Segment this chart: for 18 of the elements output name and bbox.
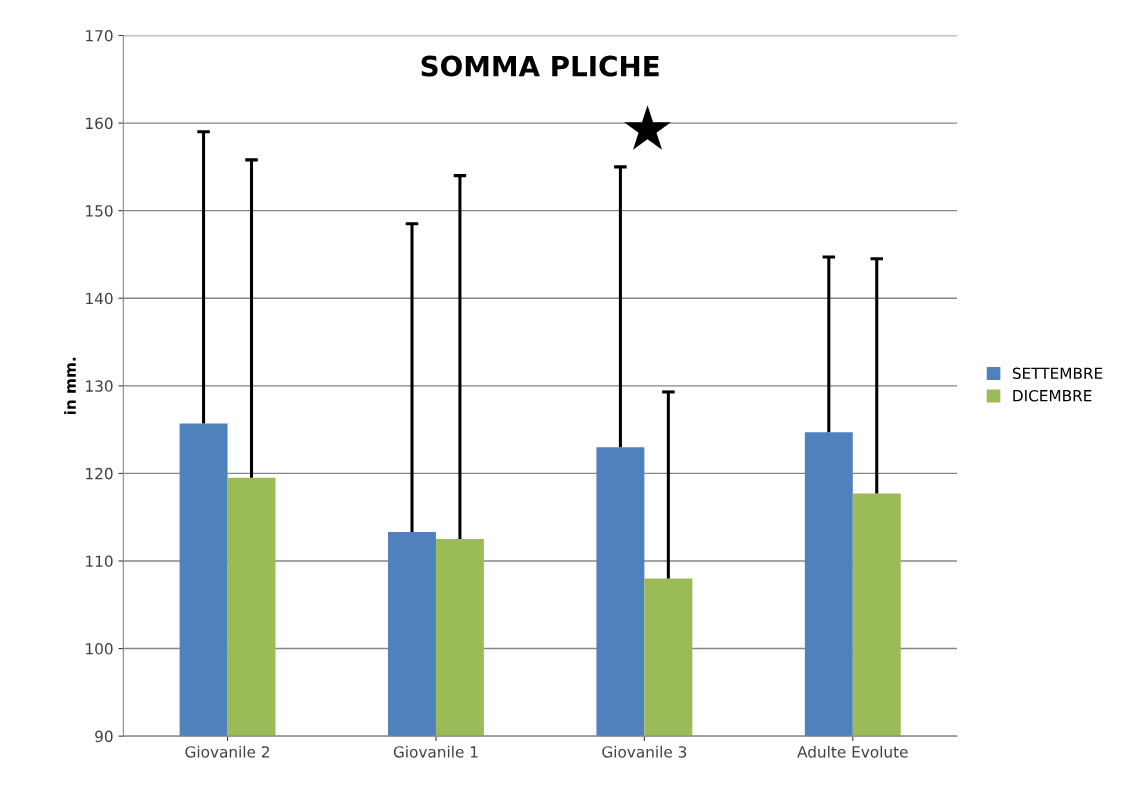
x-tick-label: Giovanile 2 [185, 745, 269, 758]
annotation: ★ [624, 105, 671, 150]
y-tick-label: 150 [86, 205, 113, 217]
y-axis-title: in mm. [64, 357, 76, 415]
y-tick-label: 170 [86, 29, 113, 42]
x-tick-label: Giovanile 1 [393, 745, 478, 758]
legend-label: SETTEMBRE [1012, 367, 1103, 380]
legend-label: DICEMBRE [1013, 389, 1092, 402]
x-tick-label: Adulte Evolute [797, 745, 908, 758]
y-tick-label: 120 [86, 467, 113, 480]
y-tick-label: 160 [86, 117, 113, 130]
y-tick-label: 100 [86, 643, 113, 655]
x-tick-label: Giovanile 3 [602, 745, 687, 758]
y-tick-label: 110 [86, 555, 113, 567]
y-tick-label: 130 [86, 380, 113, 392]
text: SOMMA PLICHE [421, 55, 659, 77]
y-tick-label: 90 [95, 730, 113, 743]
y-tick-label: 140 [86, 292, 113, 305]
